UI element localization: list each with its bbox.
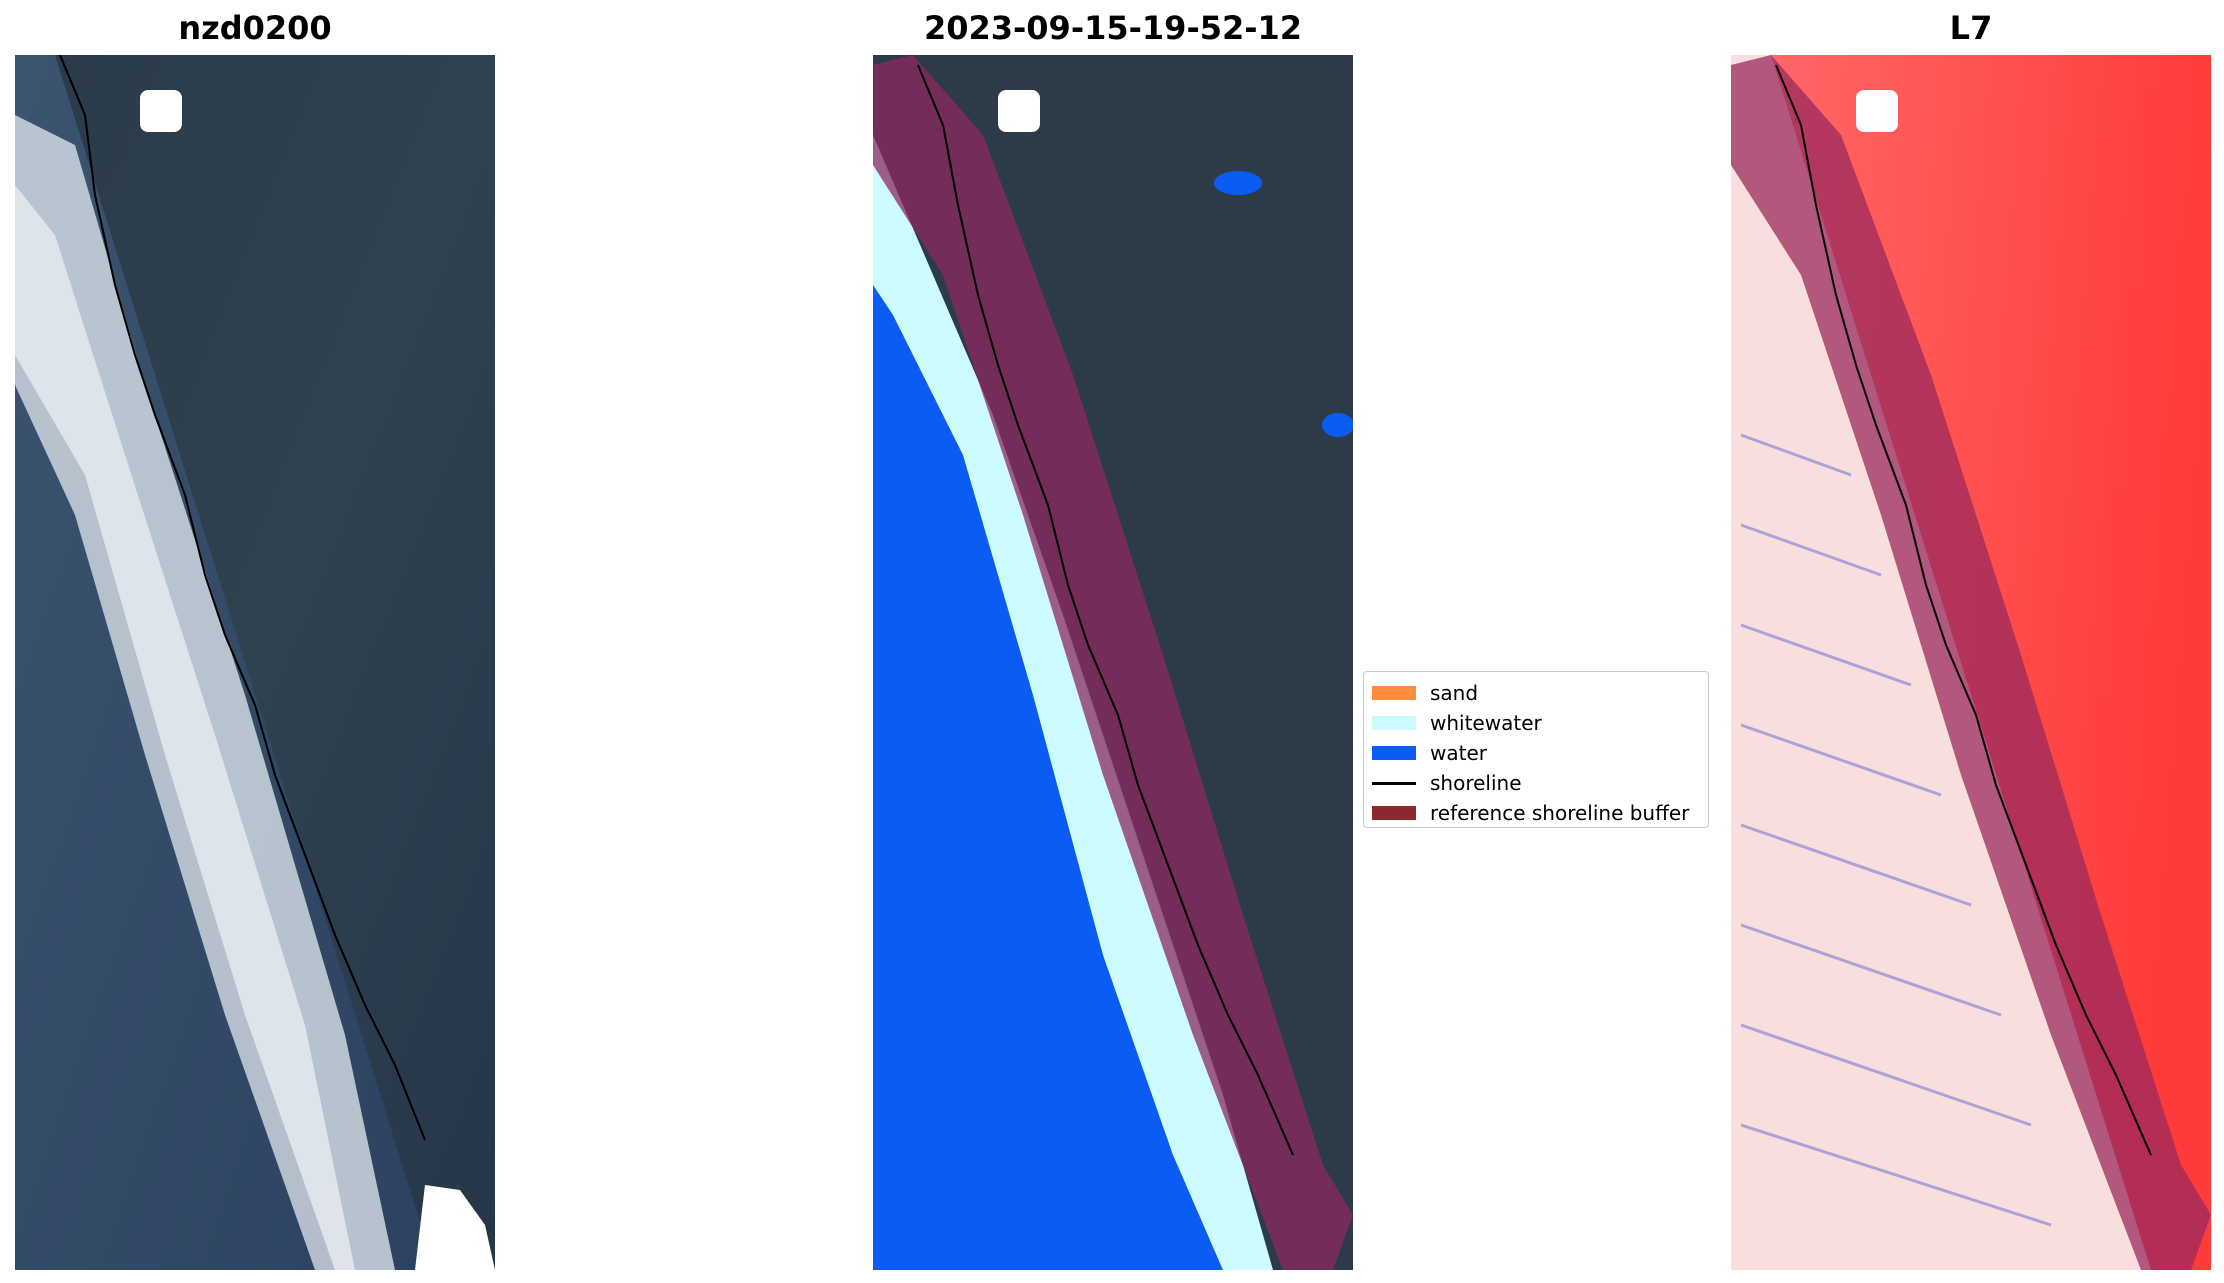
- shoreline-line-swatch: [1372, 781, 1416, 785]
- water-class-inland-pond: [1322, 413, 1353, 437]
- whitewater-class: [873, 135, 1273, 1270]
- legend-item-shoreline: shoreline: [1372, 768, 1700, 798]
- legend-label: water: [1430, 741, 1487, 765]
- legend-item-water: water: [1372, 738, 1700, 768]
- nodata-patch-top: [1856, 90, 1898, 132]
- legend-label: shoreline: [1430, 771, 1522, 795]
- shoreline-contour: [1775, 64, 2152, 1156]
- shoreline-contour: [59, 55, 426, 1141]
- panel-title-rgb: nzd0200: [178, 9, 332, 47]
- legend-label: reference shoreline buffer: [1430, 801, 1690, 825]
- legend-label: whitewater: [1430, 711, 1542, 735]
- rgb-satellite-image: [15, 55, 495, 1270]
- nodata-patch-top: [140, 90, 182, 132]
- legend-item-sand: sand: [1372, 678, 1700, 708]
- nodata-patch-bottom: [415, 1185, 495, 1270]
- nodata-patch-top: [998, 90, 1040, 132]
- panel-title-classification: 2023-09-15-19-52-12: [923, 9, 1303, 47]
- panel-title-index: L7: [1949, 9, 1993, 47]
- surf-foam: [15, 185, 355, 1270]
- classification-legend: sand whitewater water shoreline referenc…: [1363, 671, 1709, 828]
- wave-streaks: [1740, 433, 2052, 1227]
- index-panel: [1731, 55, 2211, 1270]
- classification-panel: [873, 55, 1353, 1270]
- buffer-swatch: [1372, 806, 1416, 820]
- reference-shoreline-buffer: [1731, 55, 2211, 1270]
- water-swatch: [1372, 746, 1416, 760]
- shoreline-contour: [917, 64, 1294, 1156]
- legend-label: sand: [1430, 681, 1479, 705]
- whitewater-swatch: [1372, 716, 1416, 730]
- reference-shoreline-buffer: [873, 55, 1353, 1270]
- legend-item-reference-shoreline-buffer: reference shoreline buffer: [1372, 798, 1700, 828]
- sand-swatch: [1372, 686, 1416, 700]
- rgb-image-panel: [15, 55, 495, 1270]
- classification-image: [873, 55, 1353, 1270]
- legend-item-whitewater: whitewater: [1372, 708, 1700, 738]
- surf-zone: [15, 115, 395, 1270]
- water-class-inland-pond: [1214, 171, 1262, 195]
- index-image: [1731, 55, 2211, 1270]
